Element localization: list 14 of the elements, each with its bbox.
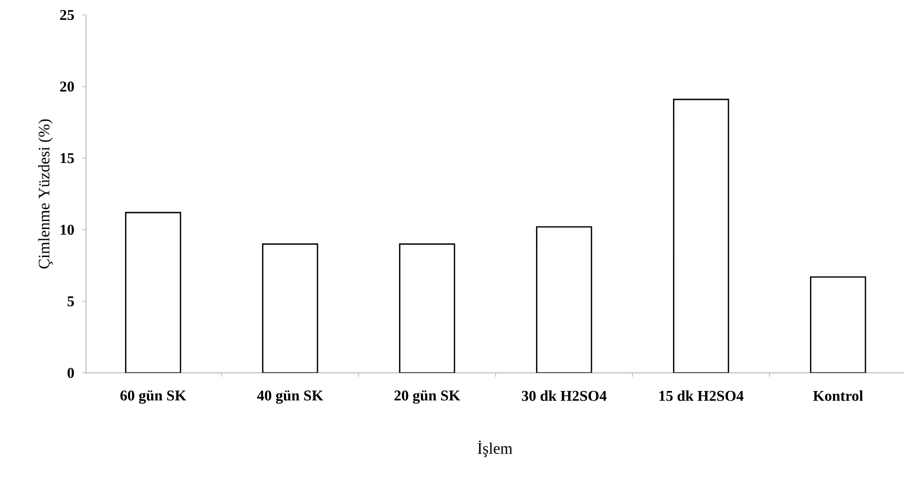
x-tick-label: 60 gün SK xyxy=(120,390,186,404)
y-axis-title: Çimlenme Yüzdesi (%) xyxy=(38,119,53,269)
x-tick-label: 40 gün SK xyxy=(257,390,324,404)
x-tick-label: 15 dk H2SO4 xyxy=(660,390,744,401)
y-tick-label: 0 xyxy=(68,368,74,378)
x-tick-label: 20 gün SK xyxy=(394,390,460,404)
y-tick-label: 10 xyxy=(60,224,74,235)
x-axis-title: İşlem xyxy=(478,440,512,458)
x-tick-label: Kontrol xyxy=(813,390,863,401)
y-tick-label: 25 xyxy=(60,10,74,20)
y-tick-label: 15 xyxy=(60,153,74,164)
y-tick-label: 5 xyxy=(68,296,74,306)
y-tick-label: 20 xyxy=(60,82,74,92)
x-tick-label: 30 dk H2SO4 xyxy=(522,390,607,401)
